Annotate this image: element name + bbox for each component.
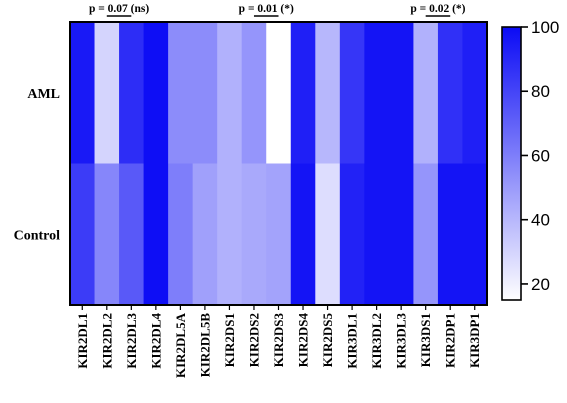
heatmap-cell xyxy=(241,163,267,306)
heatmap-cell xyxy=(364,163,390,306)
column-label: KIR2DS2 xyxy=(246,313,261,367)
column-label: KIR2DS4 xyxy=(296,313,311,368)
colorbar-gradient xyxy=(501,26,522,301)
heatmap-cell xyxy=(315,163,341,306)
p-value-label: p = 0.07 (ns) xyxy=(89,3,149,15)
p-value-label: p = 0.02 (*) xyxy=(410,3,465,15)
heatmap-cell xyxy=(462,22,488,165)
row-label: AML xyxy=(27,87,60,102)
heatmap-cell xyxy=(388,163,415,306)
column-label: KIR2DL1 xyxy=(75,313,90,369)
heatmap-cell xyxy=(339,163,365,306)
heatmap-cell xyxy=(290,22,316,165)
column-label: KIR2DS3 xyxy=(271,313,286,368)
column-label: KIR2DS1 xyxy=(222,313,237,367)
heatmap-cells xyxy=(70,22,488,306)
heatmap-cell xyxy=(266,163,292,306)
heatmap-cell xyxy=(70,163,96,306)
heatmap-cell xyxy=(437,22,464,165)
heatmap-cell xyxy=(168,163,194,306)
heatmap-cell xyxy=(217,163,243,306)
column-label: KIR3DS1 xyxy=(418,313,433,367)
heatmap-cell xyxy=(462,163,488,306)
heatmap-cell xyxy=(119,163,145,306)
row-labels: AML Control xyxy=(14,87,61,244)
column-label: KIR2DP1 xyxy=(443,313,458,368)
colorbar-tick-label: 80 xyxy=(531,82,550,101)
column-label: KIR2DL5A xyxy=(173,312,188,378)
heatmap-cell xyxy=(94,22,120,165)
heatmap-cell xyxy=(143,163,169,306)
heatmap-cell xyxy=(192,163,218,306)
column-label: KIR2DS5 xyxy=(320,313,335,368)
column-label: KIR2DL2 xyxy=(99,313,114,369)
heatmap-cell xyxy=(437,163,464,306)
column-label: KIR3DP1 xyxy=(467,313,482,368)
heatmap-cell xyxy=(266,22,292,165)
p-value-label: p = 0.01 (*) xyxy=(239,3,294,15)
p-value-annotations: p = 0.07 (ns) p = 0.01 (*) p = 0.02 (*) xyxy=(89,3,466,17)
heatmap-cell xyxy=(192,22,218,165)
heatmap-cell xyxy=(217,22,243,165)
column-labels: KIR2DL1 KIR2DL2 KIR2DL3 KIR2DL4 KIR2DL5A KIR2… xyxy=(75,305,482,378)
heatmap-cell xyxy=(413,163,439,306)
column-label: KIR3DL2 xyxy=(369,313,384,369)
colorbar-tick-label: 100 xyxy=(531,18,559,37)
heatmap-cell xyxy=(290,163,316,306)
column-label: KIR2DL3 xyxy=(124,313,139,369)
heatmap-cell xyxy=(168,22,194,165)
heatmap-cell xyxy=(339,22,365,165)
heatmap-cell xyxy=(143,22,169,165)
row-label: Control xyxy=(14,228,61,243)
column-label: KIR2DL5B xyxy=(197,313,212,378)
colorbar: 20 40 60 80 100 xyxy=(501,18,559,301)
heatmap-cell xyxy=(315,22,341,165)
heatmap-cell xyxy=(241,22,267,165)
heatmap-cell xyxy=(119,22,145,165)
heatmap-cell xyxy=(94,163,120,306)
column-label: KIR2DL4 xyxy=(148,313,163,369)
column-label: KIR3DL1 xyxy=(345,313,360,369)
colorbar-tick-label: 40 xyxy=(531,211,550,230)
heatmap-cell xyxy=(364,22,390,165)
colorbar-tick-label: 20 xyxy=(531,275,550,294)
column-label: KIR3DL3 xyxy=(394,313,409,369)
heatmap-cell xyxy=(388,22,415,165)
heatmap-cell xyxy=(70,22,96,165)
colorbar-tick-label: 60 xyxy=(531,146,550,165)
heatmap-cell xyxy=(413,22,439,165)
